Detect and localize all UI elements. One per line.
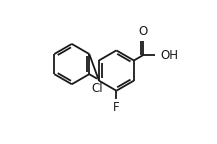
Text: F: F <box>113 101 120 114</box>
Text: O: O <box>139 24 148 38</box>
Text: Cl: Cl <box>91 82 103 95</box>
Text: OH: OH <box>160 49 178 62</box>
